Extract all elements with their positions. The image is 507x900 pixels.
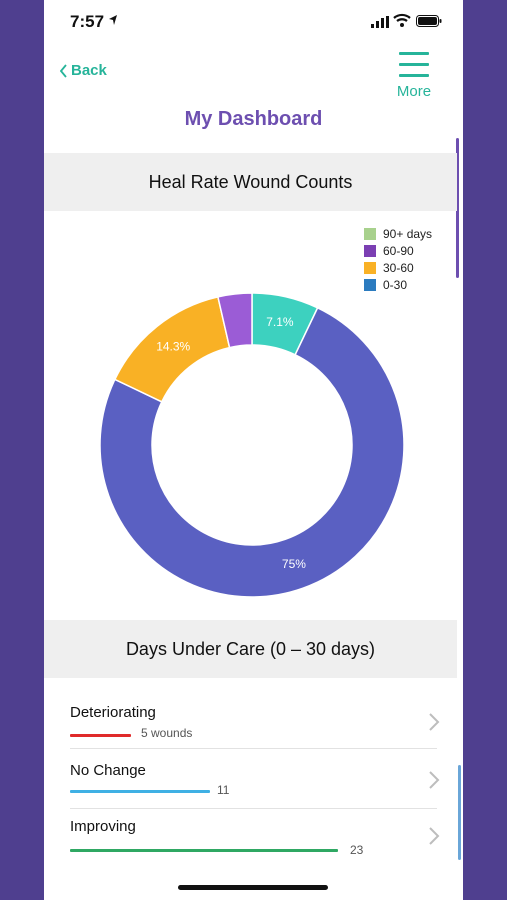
page-title: My Dashboard	[184, 108, 323, 130]
list-scrollbar[interactable]	[458, 765, 461, 860]
slice-label: 14.3%	[156, 340, 190, 354]
slice-label: 75%	[282, 557, 306, 571]
chevron-left-icon	[60, 63, 67, 78]
legend-label: 0-30	[383, 277, 408, 292]
back-button[interactable]: Back	[60, 62, 107, 79]
row-divider	[70, 808, 437, 809]
list-item-no-change[interactable]: No Change 11	[70, 762, 440, 822]
heal-rate-donut-chart: 7.1% 75% 14.3%	[99, 292, 405, 598]
back-label: Back	[71, 62, 107, 79]
hamburger-menu-icon	[394, 52, 434, 77]
pie-slice[interactable]	[217, 292, 253, 349]
chevron-right-icon	[429, 827, 440, 845]
more-menu-button[interactable]: More	[394, 52, 434, 100]
legend-label: 60-90	[383, 243, 414, 258]
row-bar	[70, 849, 338, 852]
row-count: 11	[217, 783, 230, 797]
row-label: Improving	[70, 818, 136, 835]
legend-item: 60-90	[364, 242, 432, 259]
legend-swatch	[364, 261, 376, 274]
wifi-icon	[393, 13, 411, 27]
row-label: Deteriorating	[70, 704, 156, 721]
row-bar	[70, 790, 210, 793]
chevron-right-icon	[429, 771, 440, 789]
chart-legend: 90+ days 60-90 30-60 0-30	[364, 225, 432, 293]
legend-item: 90+ days	[364, 225, 432, 242]
row-label: No Change	[70, 762, 146, 779]
chevron-right-icon	[429, 713, 440, 731]
status-time: 7:57	[70, 12, 105, 31]
days-under-care-section-header: Days Under Care (0 – 30 days)	[44, 620, 457, 678]
legend-swatch	[364, 278, 376, 291]
heal-rate-section-header: Heal Rate Wound Counts	[44, 153, 457, 211]
pie-slice[interactable]	[99, 306, 405, 598]
list-item-deteriorating[interactable]: Deteriorating 5 wounds	[70, 704, 440, 764]
legend-label: 90+ days	[383, 226, 433, 241]
list-item-improving[interactable]: Improving 23	[70, 818, 440, 878]
row-bar	[70, 734, 131, 737]
legend-item: 0-30	[364, 276, 432, 293]
row-divider	[70, 748, 437, 749]
more-label: More	[396, 83, 432, 100]
legend-swatch	[364, 244, 376, 257]
scrollbar[interactable]	[456, 138, 459, 278]
app-screen: 7:57 Back More My Das	[44, 0, 463, 900]
status-bar: 7:57	[44, 0, 463, 44]
cellular-signal-icon	[371, 16, 389, 28]
row-count: 5 wounds	[141, 726, 193, 740]
location-arrow-icon	[109, 15, 117, 25]
legend-label: 30-60	[383, 260, 414, 275]
battery-icon	[416, 15, 442, 27]
slice-label: 7.1%	[266, 315, 294, 329]
legend-swatch	[364, 227, 376, 240]
row-count: 23	[350, 843, 364, 857]
home-indicator[interactable]	[178, 885, 328, 890]
legend-item: 30-60	[364, 259, 432, 276]
